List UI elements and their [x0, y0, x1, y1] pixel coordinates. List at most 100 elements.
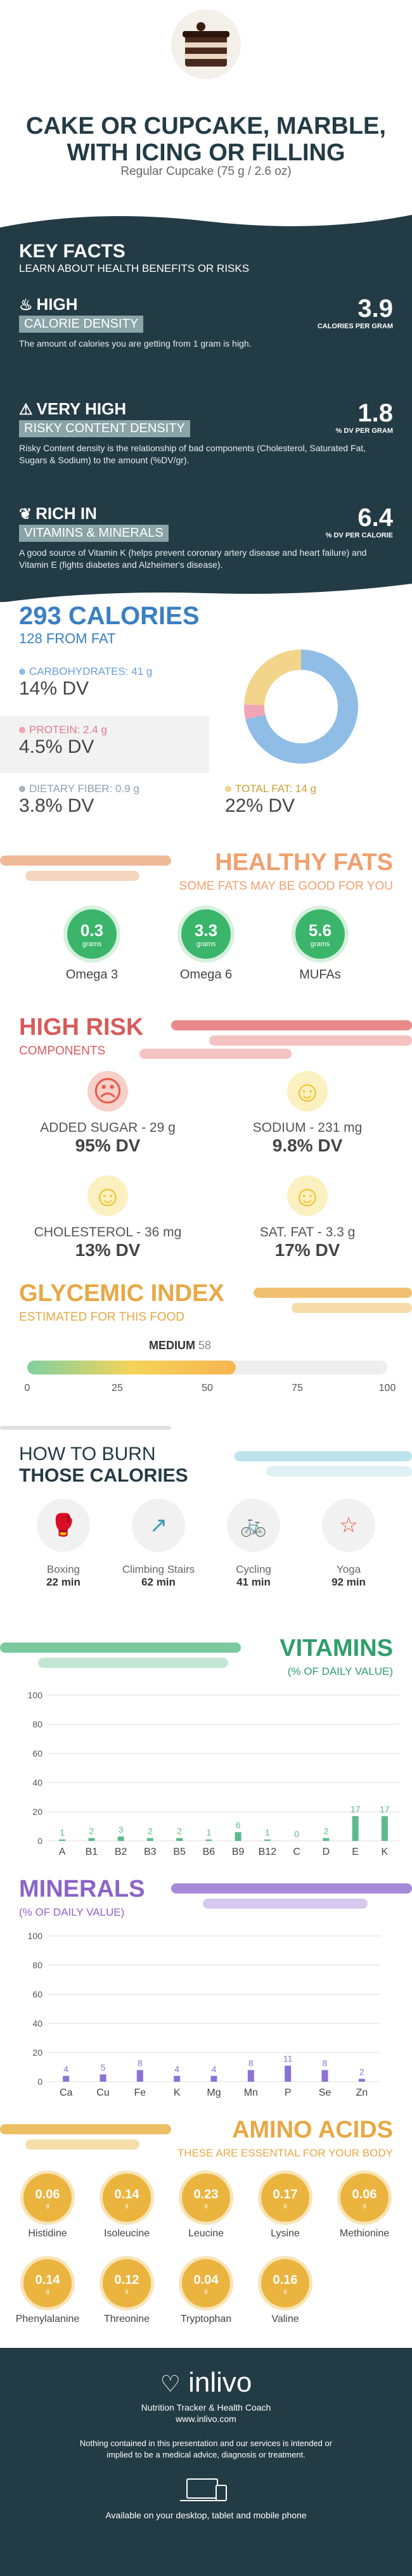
amino-label: Valine [271, 2314, 299, 2324]
x-tick-label: B1 [86, 1847, 98, 1857]
key-fact-desc: A good source of Vitamin K (helps preven… [19, 548, 367, 570]
brand-url[interactable]: www.inlivo.com [176, 2414, 236, 2424]
devices-icon [177, 2477, 235, 2502]
macro-pie-chart [244, 650, 358, 764]
brand-tagline: Nutrition Tracker & Health Coach [141, 2402, 271, 2413]
amino-item: 0.04 g Tryptophan [168, 2259, 244, 2325]
amino-label: Phenylalanine [15, 2314, 80, 2324]
amino-circle: 0.06 g [23, 2174, 72, 2222]
amino-item: 0.12 g Threonine [89, 2259, 165, 2325]
key-fact-unit: % DV PER GRAM [335, 427, 393, 435]
key-fact-value: 6.4 [357, 504, 393, 532]
key-fact-tag: VITAMINS & MINERALS [19, 525, 169, 542]
y-tick-label: 40 [32, 1778, 42, 1788]
amino-item: 0.16 g Valine [247, 2259, 323, 2325]
glycemic-tick: 100 [378, 1383, 396, 1394]
bar-value-label: 5 [101, 2063, 106, 2073]
amino-circle: 0.04 g [182, 2259, 230, 2307]
risk-dv: 17% DV [274, 1240, 340, 1260]
amino-label: Histidine [28, 2228, 67, 2239]
healthy-fat-label: Omega 3 [65, 968, 119, 982]
deco-bar [292, 1303, 412, 1313]
burn-time: 92 min [332, 1576, 366, 1588]
bar-P [285, 2065, 292, 2082]
deco-bar [171, 1883, 412, 1894]
bar-B2 [117, 1836, 124, 1841]
amino-circle: 0.06 g [340, 2174, 389, 2222]
bar-B6 [205, 1839, 212, 1841]
burn-title2: THOSE CALORIES [19, 1465, 188, 1486]
amino-circle: 0.14 g [103, 2174, 151, 2222]
vitamins-subtitle: (% OF DAILY VALUE) [287, 1665, 393, 1677]
disclaimer: Nothing contained in this presentation a… [79, 2438, 333, 2459]
boxing-icon: 🥊 [37, 1499, 90, 1552]
carbs-dv: 14% DV [19, 678, 89, 699]
burn-label: Boxing [47, 1563, 80, 1575]
x-tick-label: B9 [232, 1847, 245, 1857]
y-tick-label: 60 [32, 1748, 42, 1759]
bar-value-label: 1 [206, 1828, 211, 1838]
protein-block: PROTEIN: 2.4 g 4.5% DV [0, 716, 209, 773]
amino-label: Tryptophan [180, 2314, 232, 2324]
brand-name: inlivo [188, 2367, 252, 2398]
amino-item: 0.06 g Methionine [326, 2174, 402, 2240]
wave-divider-bottom [0, 584, 412, 603]
serving-size: Regular Cupcake (75 g / 2.6 oz) [120, 165, 292, 178]
bar-value-label: 8 [248, 2058, 254, 2068]
cycling-icon: 🚲 [227, 1499, 280, 1552]
pie-slice-protein [244, 704, 266, 720]
risk-dv: 9.8% DV [272, 1136, 343, 1155]
amino-item: 0.06 g Histidine [10, 2174, 86, 2240]
bar-A [59, 1839, 66, 1841]
amino-value: 0.12 [114, 2272, 139, 2287]
header: CAKE OR CUPCAKE, MARBLE, WITH ICING OR F… [0, 0, 412, 209]
amino-value: 0.06 [35, 2187, 60, 2201]
x-tick-label: Ca [60, 2087, 73, 2098]
x-tick-label: Mn [244, 2087, 258, 2098]
risk-item: ☺ SAT. FAT - 3.3 g 17% DV [219, 1176, 396, 1260]
amino-value: 0.14 [114, 2187, 139, 2201]
burn-label: Yoga [336, 1563, 361, 1575]
carbs-label: CARBOHYDRATES: 41 g [29, 665, 153, 677]
bar-value-label: 2 [359, 2067, 364, 2077]
burn-section: HOW TO BURN THOSE CALORIES 🥊 Boxing 22 min… [0, 1426, 412, 1635]
y-tick-label: 100 [28, 1690, 43, 1700]
fat-dot [225, 786, 231, 792]
y-tick-label: 0 [37, 2077, 42, 2087]
amino-unit: g [204, 2287, 208, 2294]
risk-label: SODIUM - 231 mg [252, 1120, 363, 1135]
bar-value-label: 2 [323, 1826, 328, 1836]
bar-Ca [63, 2075, 70, 2082]
glycemic-track [27, 1361, 387, 1375]
burn-time: 62 min [141, 1576, 176, 1588]
burn-time: 41 min [236, 1576, 271, 1588]
risk-label: SAT. FAT - 3.3 g [259, 1225, 356, 1240]
y-tick-label: 40 [32, 2018, 42, 2028]
high-risk-section: HIGH RISK COMPONENTS ☹ ADDED SUGAR - 29 g… [0, 1014, 412, 1280]
bar-Cu [100, 2074, 106, 2082]
deco-bar [254, 1288, 412, 1298]
healthy-fat-item: 3.3 grams Omega 6 [174, 909, 238, 982]
key-fact-row: ♨ HIGH CALORIE DENSITY The amount of calori… [0, 295, 412, 399]
glycemic-value: 58 [198, 1339, 212, 1352]
x-tick-label: B3 [144, 1847, 157, 1857]
burn-label: Climbing Stairs [122, 1563, 195, 1575]
bar-B1 [88, 1838, 95, 1841]
amino-label: Threonine [103, 2314, 150, 2324]
amino-subtitle: THESE ARE ESSENTIAL FOR YOUR BODY [177, 2147, 393, 2159]
amino-label: Leucine [188, 2228, 224, 2239]
amino-item: 0.14 g Isoleucine [89, 2174, 165, 2240]
bar-value-label: 17 [351, 1804, 361, 1814]
deco-bar [139, 1049, 292, 1059]
amino-label: Methionine [339, 2228, 390, 2239]
amino-value: 0.06 [352, 2187, 377, 2201]
key-fact-desc: Risky Content density is the relationshi… [19, 443, 366, 465]
risk-item: ☺ SODIUM - 231 mg 9.8% DV [219, 1071, 396, 1156]
high-risk-subtitle: COMPONENTS [19, 1044, 106, 1058]
healthy-fat-unit: grams [310, 940, 330, 948]
x-tick-label: C [293, 1847, 300, 1857]
bar-K [174, 2075, 181, 2082]
fiber-block: DIETARY FIBER: 0.9 g 3.8% DV [0, 783, 209, 840]
y-tick-label: 80 [32, 1960, 42, 1970]
y-tick-label: 100 [28, 1931, 43, 1941]
